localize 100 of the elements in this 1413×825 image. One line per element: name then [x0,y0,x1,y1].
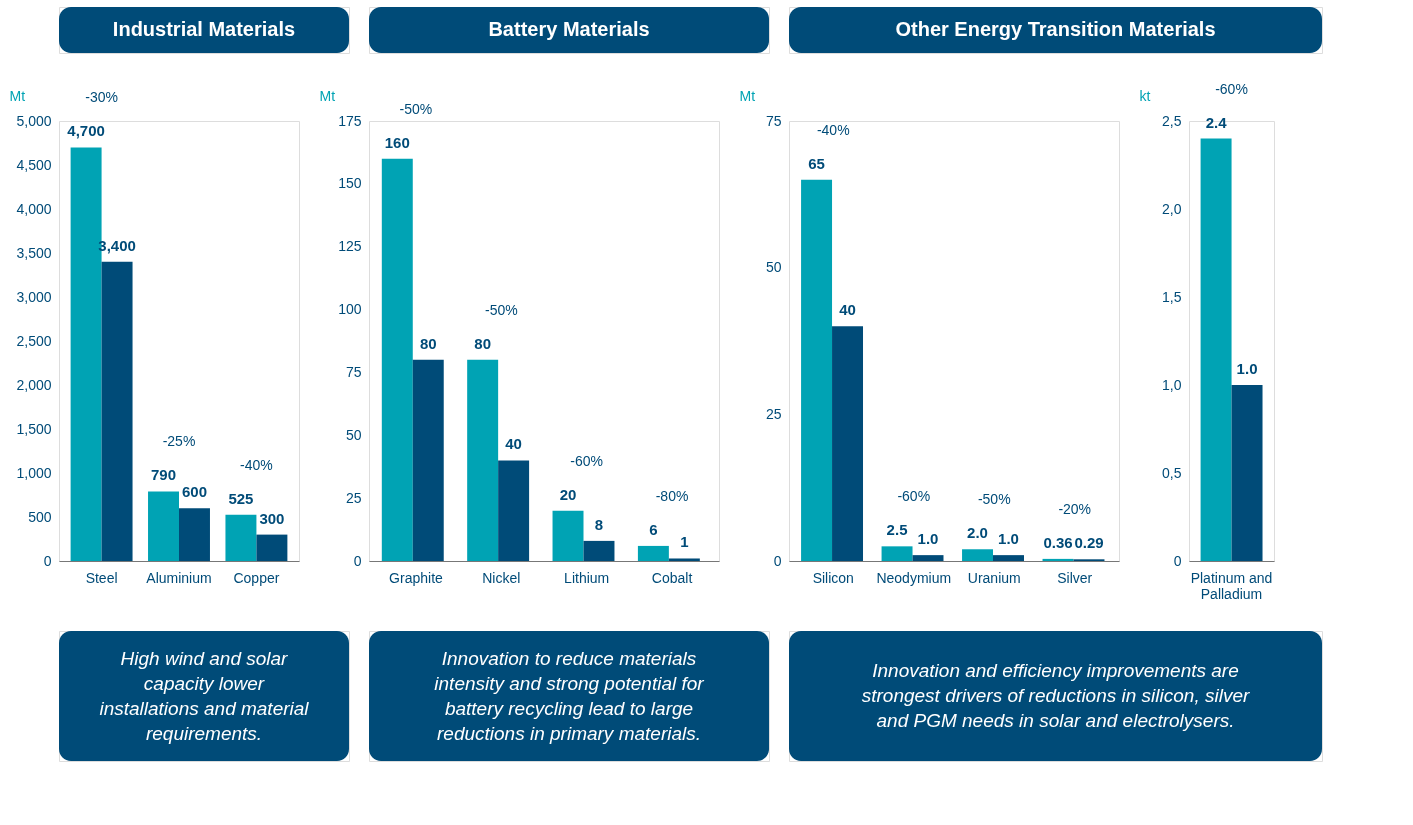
annotation: -50% [977,491,1011,508]
y-tick-label: 1,5 [1162,288,1182,305]
y-tick-label: 125 [338,238,362,255]
data-label: 525 [228,489,254,507]
bar [637,545,669,561]
y-tick-label: 100 [338,301,362,318]
y-tick-label: 0 [773,552,782,569]
text: Innovation and efficiency improvements are strongest drivers of reductions in silicon, silver and PGM needs in solar and electrolysers. [861,660,1250,731]
annotation: -60% [897,488,931,505]
x-tick-label: Uranium [967,569,1021,586]
data-label: 1 [680,533,689,551]
y-tick-label: 0,5 [1162,464,1182,481]
chart-title: Battery Materials [488,18,650,40]
y-axis-title: Mt [319,87,336,104]
y-tick-label: 25 [765,405,782,422]
data-label: 0.36 [1043,533,1073,551]
y-tick-label: 0 [43,552,52,569]
x-tick-label: Lithium [564,569,610,586]
annotation: -80% [655,487,689,504]
data-label: 4,700 [67,122,105,140]
y-axis-title: Mt [9,87,26,104]
bar [1042,558,1074,561]
annotation: -50% [484,301,518,318]
y-axis-title: kt [1139,87,1151,104]
data-label: 2.0 [967,524,988,542]
data-label: 40 [505,435,522,453]
data-label: 300 [259,509,285,527]
y-tick-label: 2,500 [16,332,52,349]
data-label: 80 [419,334,437,352]
annotation: -20% [1058,500,1092,517]
bar [225,514,257,561]
bar [381,158,413,561]
bar [962,549,994,561]
y-tick-label: 2,000 [16,376,52,393]
text: Innovation to reduce materials intensity and strong potential for battery recycling lead to large reductions in primary materials. [434,647,705,744]
bar [179,508,210,561]
data-label: 160 [384,133,410,151]
data-label: 8 [594,515,604,533]
y-tick-label: 0 [353,552,362,569]
y-tick-label: 0 [1173,552,1182,569]
bar [993,555,1024,561]
x-tick-label: Platinum and Palladium [1190,569,1273,602]
y-tick-label: 1,000 [16,464,52,481]
bar [912,555,944,561]
y-tick-label: 500 [28,508,52,525]
x-tick-label: Silver [1057,569,1093,586]
data-label: 600 [181,483,207,501]
y-tick-label: 5,000 [16,112,52,129]
data-label: 40 [839,301,856,319]
x-tick-label: Graphite [389,569,444,586]
y-tick-label: 4,500 [16,156,52,173]
chart-title: Other Energy Transition Materials [895,18,1216,40]
data-label: 6 [649,520,658,538]
text: -30% [85,89,118,106]
y-tick-label: 175 [338,112,362,129]
y-tick-label: 1,0 [1162,376,1182,393]
data-label: 65 [808,154,825,172]
text: -60% [1215,80,1248,97]
bar [881,546,913,561]
y-tick-label: 4,000 [16,200,52,217]
x-tick-label: Steel [85,569,118,586]
x-tick-label: Cobalt [651,569,693,586]
y-tick-label: 2,5 [1162,112,1182,129]
bar [832,326,864,561]
bar [256,534,288,561]
y-tick-label: 3,500 [16,244,52,261]
y-tick-label: 50 [765,259,782,276]
bar [412,359,444,561]
x-tick-label: Neodymium [876,569,952,586]
bar [498,460,530,561]
y-tick-label: 2,0 [1162,200,1182,217]
data-label: 1.0 [998,530,1019,548]
bar [801,179,833,561]
y-tick-label: 25 [345,489,362,506]
data-label: 1.0 [917,530,939,548]
x-tick-label: Silicon [812,569,854,586]
y-tick-label: 1,500 [16,420,52,437]
annotation: -25% [162,433,196,450]
annotation: -60% [570,452,604,469]
data-label: 2.5 [886,521,908,539]
data-label: 2.4 [1205,113,1228,131]
data-label: 1.0 [1236,360,1258,377]
y-tick-label: 50 [345,426,362,443]
x-tick-label: Nickel [482,569,521,586]
y-tick-label: 150 [338,175,362,192]
y-axis-title: Mt [739,87,756,104]
y-tick-label: 75 [345,363,362,380]
chart-title: Industrial Materials [112,18,296,40]
data-label: 790 [151,466,177,484]
y-tick-label: 3,000 [16,288,52,305]
data-label: 0.29 [1074,534,1104,552]
x-tick-label: Aluminium [146,569,212,586]
bar [552,510,584,561]
bar [101,261,133,561]
bar [668,558,700,561]
bar [583,540,615,561]
bar [148,491,179,561]
data-label: 20 [559,485,577,503]
text: -50% [399,100,433,117]
bar [467,359,499,561]
